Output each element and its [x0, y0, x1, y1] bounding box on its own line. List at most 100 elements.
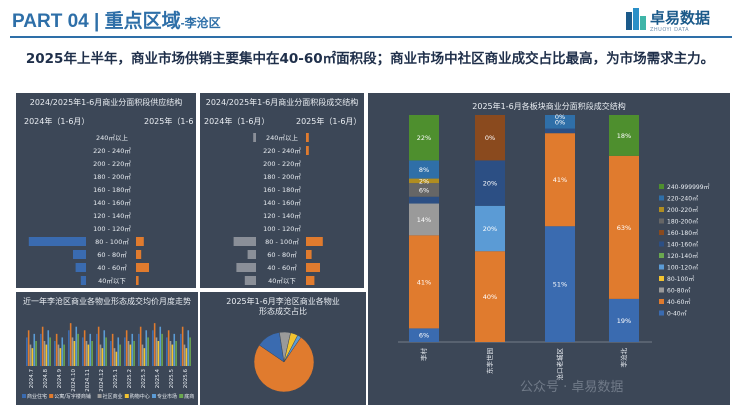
stack-segment	[545, 226, 575, 342]
stack-segment	[409, 203, 439, 236]
deal-bar-right	[306, 276, 315, 285]
price-tick-label: 2024.11	[85, 369, 91, 392]
price-legend-label: 底商	[184, 393, 194, 400]
deal-category-label: 240㎡以上	[266, 133, 298, 142]
price-bar	[101, 348, 104, 366]
stack-legend-label: 160-180㎡	[667, 229, 698, 237]
stack-category-label: 东李世园	[485, 348, 494, 374]
price-tick-label: 2025.3	[141, 369, 147, 389]
price-bar	[82, 337, 84, 366]
deal-category-label: 220 - 240㎡	[263, 146, 301, 155]
stack-category-label: 李沧北	[619, 348, 628, 368]
price-bar	[47, 330, 50, 366]
price-bar	[159, 326, 162, 366]
price-tick-label: 2024.10	[71, 369, 77, 392]
price-bar	[117, 337, 120, 366]
stack-data-label: 8%	[419, 166, 429, 174]
stack-legend-swatch	[659, 276, 664, 281]
deal-category-label: 100 - 120㎡	[263, 224, 301, 233]
price-bar	[68, 330, 70, 366]
price-tick-label: 2024.8	[43, 369, 49, 389]
deal-chart: 240㎡以上 220 - 240㎡ 200 - 220㎡ 180 - 200㎡ 160 …	[233, 133, 323, 285]
stack-segment	[475, 115, 505, 161]
price-bar	[26, 337, 28, 366]
price-bar	[33, 333, 36, 366]
price-bar	[111, 333, 114, 366]
price-legend-swatch	[124, 394, 129, 398]
deal-bar-right	[306, 237, 323, 246]
price-bar	[153, 323, 156, 366]
stack-legend-label: 0-40㎡	[667, 310, 687, 318]
supply-category-label: 40 - 60㎡	[97, 263, 127, 272]
price-legend-swatch	[152, 394, 156, 398]
stack-legend-label: 80-100㎡	[667, 275, 694, 283]
price-bar	[75, 326, 78, 366]
price-bar	[181, 326, 184, 366]
stack-data-label: 22%	[417, 134, 431, 142]
price-tick-label: 2025.4	[155, 369, 161, 389]
stack-legend-swatch	[659, 241, 664, 247]
supply-category-label: 180 - 200㎡	[93, 172, 131, 181]
stack-legend-swatch	[659, 184, 664, 189]
price-bar	[40, 333, 42, 366]
price-bar	[113, 348, 116, 366]
stack-data-label: 14%	[417, 216, 431, 224]
price-bar	[63, 344, 65, 366]
price-bar	[183, 344, 186, 366]
price-bar	[59, 348, 62, 366]
stack-data-label: 63%	[617, 224, 631, 232]
stack-segment	[475, 205, 505, 252]
price-bar	[96, 333, 98, 366]
price-legend-swatch	[179, 394, 184, 398]
price-bar	[152, 330, 154, 366]
stack-data-label: 6%	[419, 332, 429, 340]
supply-bar-right	[136, 276, 139, 285]
deal-bar-right	[306, 263, 320, 272]
stack-data-label: 40%	[483, 293, 497, 301]
price-bar	[138, 333, 140, 366]
stacked-chart-panel: 2025年1-6月各板块商业分面积段成交结构 6% 41% 14% 6% 2% 8% 22%…	[368, 93, 730, 405]
deal-bar-left	[236, 263, 256, 272]
price-tick-label: 2024.12	[99, 369, 105, 392]
stack-legend-label: 140-160㎡	[667, 241, 698, 249]
part-label: PART 04	[12, 11, 89, 32]
price-bar	[131, 333, 134, 366]
price-tick-label: 2024.7	[29, 369, 35, 389]
supply-bar-left	[80, 276, 86, 285]
deal-category-label: 200 - 220㎡	[263, 159, 301, 168]
stack-segment	[609, 115, 639, 156]
stack-segment	[475, 160, 505, 206]
section-title: 重点区域	[104, 11, 181, 32]
price-bar	[103, 330, 106, 366]
section-subtitle: -李沧区	[180, 16, 221, 30]
deal-bar-left	[247, 250, 256, 259]
deal-category-label: 40㎡以下	[268, 276, 296, 285]
stacked-chart: 6%41%14%6%2%8%22%李村40%20%20%0%东李世园51%41%…	[398, 113, 710, 381]
deal-right-header: 2025年（1-6月）	[296, 117, 362, 126]
deal-category-label: 140 - 160㎡	[263, 198, 301, 207]
price-chart-panel: 近一年李沧区商业各物业形态成交均价月度走势 2024.7 2024.8 2024.9…	[16, 292, 198, 405]
deal-bar-right	[306, 250, 312, 259]
stacked-chart-title: 2025年1-6月各板块商业分面积段成交结构	[472, 102, 626, 111]
price-bar	[69, 323, 72, 366]
logo-english: ZHUOYI DATA	[650, 27, 690, 33]
price-bar	[85, 341, 88, 366]
supply-category-label: 100 - 120㎡	[93, 224, 131, 233]
price-bar	[97, 326, 100, 366]
price-legend-label: 专业市场	[157, 393, 177, 400]
deal-category-label: 40 - 60㎡	[267, 263, 297, 272]
supply-right-header: 2025年（1-6	[144, 117, 194, 126]
stack-data-label: 0%	[555, 118, 565, 126]
supply-bar-right	[136, 237, 144, 246]
stack-segment	[545, 128, 575, 134]
price-bar	[141, 344, 144, 366]
price-bar	[83, 330, 86, 366]
price-bar	[189, 337, 191, 366]
price-bar	[77, 333, 79, 366]
stack-segment	[609, 155, 639, 299]
price-legend-swatch	[22, 394, 26, 398]
price-bar	[87, 344, 90, 366]
brand-logo: 卓易数据 ZHUOYI DATA	[626, 6, 730, 36]
price-bar	[49, 337, 51, 366]
stack-segment	[409, 235, 439, 329]
